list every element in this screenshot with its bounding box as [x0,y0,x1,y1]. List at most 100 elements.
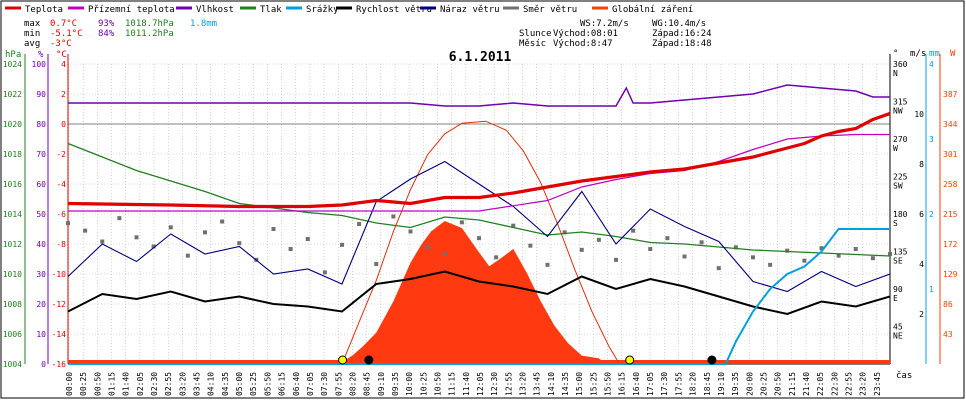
x-tick: 12:55 [504,372,513,396]
stats-temp: -3°C [50,39,72,49]
series-global-radiation [68,221,890,364]
dir-tick: 180 [893,210,908,219]
ms-tick: 4 [919,260,924,269]
mm-tick: 4 [929,60,934,69]
x-tick: 17:30 [660,372,669,396]
x-tick: 21:40 [802,372,811,396]
dir-tick: 270 [893,135,908,144]
sun-label: Slunce [519,29,552,39]
series-clear-sky-radiation [341,120,620,365]
x-tick: 09:35 [391,372,400,396]
stats-label: avg [24,39,40,49]
stats-label: min [24,29,40,39]
sun-marker [338,355,348,365]
series-pressure [67,142,891,257]
x-tick: 05:25 [249,372,258,396]
legend-item: Globální záření [592,5,693,15]
pct-tick: 80 [36,120,46,129]
temp-tick: -6 [56,210,66,219]
wind-direction-point [716,266,721,271]
temp-tick: 0 [61,120,66,129]
x-tick: 14:10 [547,372,556,396]
wind-direction-point [853,247,858,251]
legend-label: Globální záření [612,5,693,15]
moon-marker [707,355,717,365]
x-tick: 20:50 [774,372,783,396]
pct-unit: % [38,50,44,60]
dir-unit: ° [893,49,898,59]
sun-marker [625,355,635,365]
x-tick: 00:50 [93,372,102,396]
legend-label: Vlhkost [196,5,234,15]
moon-rise: Východ:8:47 [553,39,613,49]
x-tick: 04:35 [221,372,230,396]
wind-direction-point [665,236,670,241]
wind-direction-point [425,245,430,250]
wind-direction-point [596,237,601,242]
x-tick: 13:45 [533,372,542,396]
wind-direction-point [511,223,516,228]
x-tick: 06:40 [292,372,301,396]
dir-name: W [893,144,898,153]
legend-item: Přízemní teplota [68,5,175,15]
x-tick: 14:35 [561,372,570,396]
x-tick: 16:15 [618,372,627,396]
w-tick: 172 [943,240,958,249]
hpa-tick: 1020 [3,120,22,129]
sun-set: Západ:16:24 [652,29,712,39]
wind-direction-point [83,228,88,233]
wind-direction-point [237,241,242,246]
wind-direction-point [391,214,396,219]
pct-tick: 90 [36,90,46,99]
stats-pressure: 1011.2hPa [125,29,174,39]
legend-label: Rychlost větru [356,5,432,15]
wind-direction-point [220,219,225,224]
w-tick: 387 [943,90,958,99]
wind-direction-point [614,257,618,262]
wind-direction-point [579,247,584,252]
dir-tick: 45 [893,323,903,332]
wind-direction-point [648,247,653,251]
pct-tick: 100 [32,60,47,69]
x-tick: 08:20 [348,372,357,396]
series-wind-speed [67,270,891,316]
x-tick: 03:45 [193,372,202,396]
wind-direction-point [134,235,139,240]
x-tick: 22:30 [830,372,839,396]
x-tick: 08:45 [363,372,372,396]
x-tick: 06:15 [278,372,287,396]
x-tick: 02:30 [150,372,159,396]
x-tick: 04:10 [207,372,216,396]
legend-item: Teplota [5,5,63,15]
x-tick: 17:05 [646,372,655,396]
dir-name: S [893,219,898,228]
x-tick: 23:20 [859,372,868,396]
wind-direction-point [802,258,807,263]
temp-tick: -14 [52,330,67,339]
stats-label: max [24,19,41,29]
x-tick: 22:05 [816,372,825,396]
wind-direction-point [888,252,892,256]
wind-direction-point [374,262,379,266]
x-tick: 05:50 [263,372,272,396]
legend-item: Vlhkost [176,5,234,15]
wind-direction-point [459,220,464,225]
pct-tick: 60 [36,180,46,189]
pct-tick: 40 [36,240,46,249]
w-unit: W [950,49,956,59]
wind-direction-point [203,230,207,235]
wind-direction-point [185,253,190,258]
pct-tick: 30 [36,270,46,279]
x-tick: 23:45 [873,372,882,396]
sun-rise: Východ:08:01 [553,29,618,39]
x-tick: 07:05 [306,372,315,396]
stats-ws: WS:7.2m/s [580,19,629,29]
hpa-tick: 1016 [3,180,22,189]
series-wind-direction [66,214,892,275]
legend-label: Srážky [306,5,339,15]
ms-tick: 2 [919,310,924,319]
wind-direction-point [562,230,567,235]
x-tick: 19:35 [731,372,740,396]
wind-direction-point [545,262,550,267]
wind-direction-point [751,255,755,260]
